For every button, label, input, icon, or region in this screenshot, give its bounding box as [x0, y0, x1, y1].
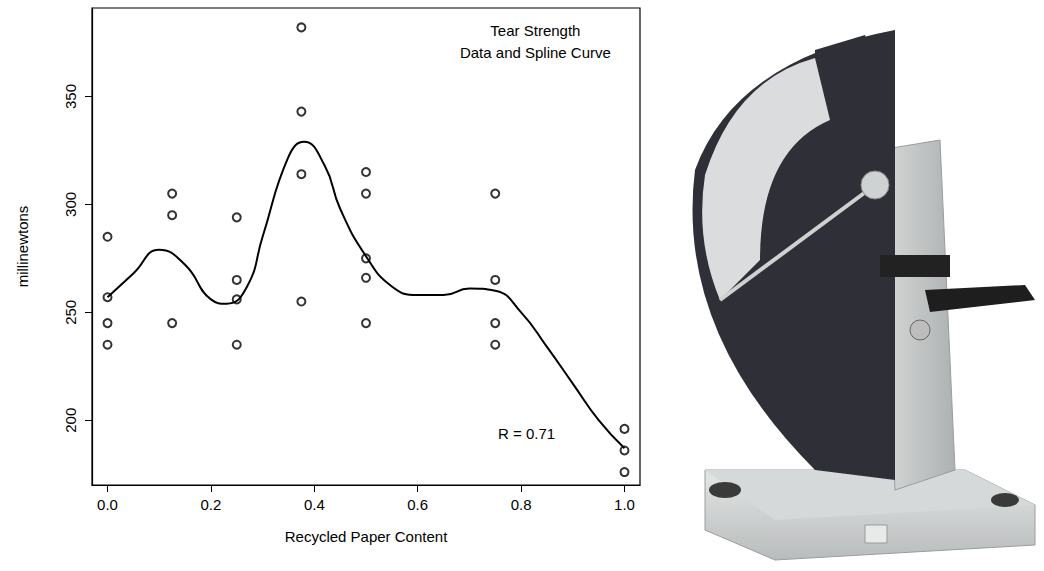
svg-text:Recycled Paper Content: Recycled Paper Content: [285, 528, 448, 545]
svg-text:Data and Spline Curve: Data and Spline Curve: [460, 44, 611, 61]
svg-text:200: 200: [62, 408, 79, 433]
svg-text:0.8: 0.8: [511, 496, 532, 513]
svg-text:250: 250: [62, 300, 79, 325]
svg-text:Tear Strength: Tear Strength: [490, 22, 580, 39]
svg-text:0.6: 0.6: [407, 496, 428, 513]
svg-text:millinewtons: millinewtons: [14, 206, 31, 288]
svg-text:300: 300: [62, 192, 79, 217]
svg-text:R = 0.71: R = 0.71: [498, 425, 555, 442]
svg-text:0.0: 0.0: [97, 496, 118, 513]
svg-text:1.0: 1.0: [614, 496, 635, 513]
svg-text:0.2: 0.2: [200, 496, 221, 513]
svg-text:0.4: 0.4: [304, 496, 325, 513]
svg-text:350: 350: [62, 84, 79, 109]
